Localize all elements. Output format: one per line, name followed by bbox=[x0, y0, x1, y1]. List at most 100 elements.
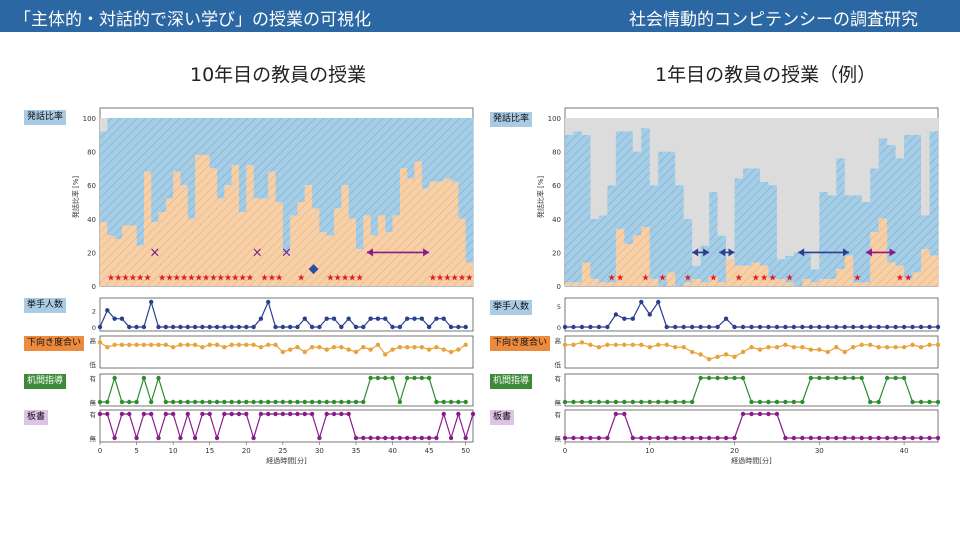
raised-point bbox=[331, 316, 337, 321]
raised-point bbox=[419, 316, 425, 321]
down-point bbox=[134, 342, 139, 347]
board-point bbox=[639, 435, 644, 441]
desk-point bbox=[192, 399, 198, 405]
star-marker: ★ bbox=[297, 274, 305, 284]
teacher-speech-bar bbox=[414, 161, 423, 286]
board-point bbox=[766, 411, 771, 417]
teacher-speech-bar bbox=[158, 212, 167, 286]
board-point bbox=[383, 435, 388, 441]
student-speech-bar bbox=[355, 118, 364, 250]
raised-point bbox=[867, 324, 873, 330]
x-tick-label: 25 bbox=[278, 447, 287, 455]
student-speech-bar bbox=[253, 118, 262, 199]
teacher-speech-bar bbox=[607, 282, 617, 286]
teacher-speech-bar bbox=[253, 198, 262, 286]
teacher-speech-bar bbox=[436, 181, 445, 286]
board-point bbox=[112, 435, 117, 441]
student-speech-bar bbox=[819, 191, 829, 280]
desk-point bbox=[207, 399, 212, 405]
arrow-head bbox=[842, 248, 849, 257]
down-point bbox=[698, 352, 703, 357]
down-point bbox=[579, 340, 585, 345]
board-point bbox=[749, 411, 754, 417]
student-speech-bar bbox=[836, 158, 846, 270]
raised-point bbox=[229, 324, 234, 330]
down-point bbox=[251, 342, 256, 347]
board-point bbox=[927, 435, 932, 441]
star-marker: ★ bbox=[217, 274, 225, 284]
board-point bbox=[783, 435, 788, 441]
silence-bar bbox=[683, 118, 693, 219]
raised-tick-label: 0 bbox=[557, 324, 561, 332]
board-point bbox=[893, 435, 898, 441]
down-point bbox=[119, 342, 125, 347]
board-point bbox=[229, 411, 234, 417]
student-speech-bar bbox=[429, 118, 437, 182]
raised-point bbox=[266, 299, 271, 305]
raised-point bbox=[390, 324, 395, 330]
star-marker: ★ bbox=[158, 274, 166, 284]
raised-point bbox=[698, 324, 703, 330]
raised-tick-label: 2 bbox=[92, 307, 96, 315]
desk-point bbox=[434, 399, 439, 405]
student-speech-bar bbox=[666, 151, 676, 273]
board-point bbox=[119, 411, 125, 417]
down-point bbox=[192, 342, 198, 347]
teacher-speech-bar bbox=[844, 255, 854, 286]
raised-point bbox=[441, 316, 446, 321]
raised-point bbox=[222, 324, 227, 330]
board-point bbox=[156, 435, 161, 441]
x-tick-label: 10 bbox=[169, 447, 178, 455]
header-left-title: 「主体的・対話的で深い学び」の授業の可視化 bbox=[14, 10, 371, 30]
student-speech-bar bbox=[158, 118, 167, 213]
raised-tick-label: 5 bbox=[557, 303, 561, 311]
teacher-speech-bar bbox=[238, 212, 247, 286]
student-speech-bar bbox=[297, 118, 306, 202]
tag-downward-right: 下向き度合い bbox=[490, 336, 551, 351]
teacher-speech-bar bbox=[121, 225, 130, 286]
down-point bbox=[317, 345, 322, 350]
raised-point bbox=[375, 316, 381, 321]
raised-point bbox=[876, 324, 881, 330]
board-point bbox=[397, 435, 403, 441]
tag-raised-hands: 挙手人数 bbox=[24, 298, 67, 313]
teacher-speech-bar bbox=[912, 272, 922, 286]
down-point bbox=[808, 347, 814, 352]
board-point bbox=[266, 411, 271, 417]
teacher-speech-bar bbox=[282, 252, 291, 286]
board-point bbox=[647, 435, 652, 441]
silence-bar bbox=[751, 118, 761, 169]
down-point bbox=[309, 345, 315, 350]
board-point bbox=[309, 411, 315, 417]
star-marker: ★ bbox=[451, 274, 459, 284]
raised-point bbox=[571, 324, 576, 330]
y-tick-label: 60 bbox=[552, 182, 561, 190]
desk-point bbox=[817, 375, 822, 381]
star-marker: ★ bbox=[356, 274, 364, 284]
student-speech-bar bbox=[853, 195, 863, 283]
down-point bbox=[562, 342, 568, 347]
board-point bbox=[791, 435, 797, 441]
raised-frame bbox=[99, 297, 474, 332]
desk-point bbox=[441, 399, 446, 405]
board-point bbox=[258, 411, 264, 417]
y-tick-label: 40 bbox=[87, 216, 96, 224]
star-marker: ★ bbox=[107, 274, 115, 284]
desk-point bbox=[214, 399, 220, 405]
teacher-speech-bar bbox=[598, 282, 608, 286]
right-panel-title: 1年目の教員の授業（例） bbox=[655, 64, 877, 86]
teacher-speech-bar bbox=[399, 168, 408, 286]
raised-point bbox=[723, 316, 729, 321]
raised-point bbox=[383, 316, 388, 321]
board-point bbox=[295, 411, 300, 417]
raised-point bbox=[783, 324, 788, 330]
silence-bar bbox=[632, 118, 642, 152]
board-point bbox=[740, 411, 746, 417]
raised-point bbox=[884, 324, 890, 330]
down-point bbox=[441, 347, 446, 352]
raised-point bbox=[456, 324, 461, 330]
down-point bbox=[715, 354, 720, 359]
star-marker: ★ bbox=[180, 274, 188, 284]
desk-point bbox=[910, 399, 915, 405]
